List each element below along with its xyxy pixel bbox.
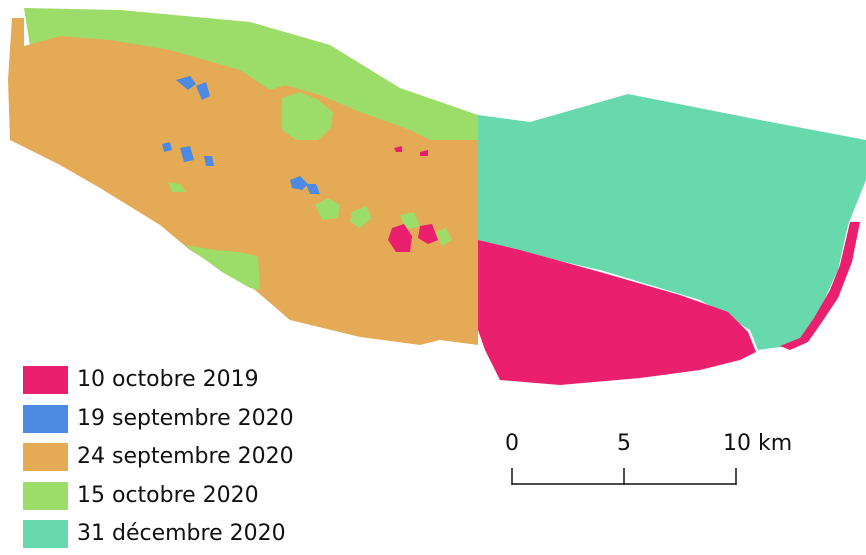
zone-19-septembre-2020-patch bbox=[162, 142, 172, 152]
legend-swatch bbox=[23, 443, 68, 471]
scale-label-0: 0 bbox=[505, 431, 519, 456]
legend-label: 31 décembre 2020 bbox=[77, 521, 286, 546]
scale-bar: 0 5 10 km bbox=[505, 431, 792, 485]
zone-10-octobre-2019-east-strip bbox=[780, 222, 860, 350]
legend-label: 15 octobre 2020 bbox=[77, 482, 259, 508]
scale-label-10-km: 10 km bbox=[723, 431, 792, 456]
legend-label: 19 septembre 2020 bbox=[77, 405, 294, 431]
zone-19-septembre-2020-patch bbox=[196, 82, 210, 100]
zone-15-octobre-2020-patch bbox=[315, 198, 340, 220]
zone-19-septembre-2020-patch bbox=[180, 146, 194, 162]
zone-10-octobre-2019-patch bbox=[420, 150, 428, 156]
zone-19-septembre-2020-patch bbox=[290, 176, 308, 190]
scale-label-5: 5 bbox=[617, 431, 631, 456]
zone-19-septembre-2020-patch bbox=[306, 184, 320, 194]
zone-19-septembre-2020-patch bbox=[176, 76, 196, 90]
legend-swatch bbox=[23, 481, 68, 510]
zone-10-octobre-2019-patch bbox=[418, 224, 438, 244]
zone-24-septembre-2020 bbox=[8, 18, 478, 345]
zone-15-octobre-2020-patch bbox=[168, 182, 186, 192]
legend-swatch bbox=[23, 520, 68, 548]
legend-swatch bbox=[23, 366, 68, 394]
zone-31-decembre-2020 bbox=[478, 94, 866, 350]
zone-10-octobre-2019-patch bbox=[388, 224, 412, 252]
zone-15-octobre-2020-patch bbox=[282, 92, 333, 140]
zone-15-octobre-2020-patch bbox=[350, 206, 372, 228]
legend-label: 24 septembre 2020 bbox=[77, 444, 294, 469]
legend-label: 10 octobre 2019 bbox=[77, 367, 259, 392]
zone-19-septembre-2020-patch bbox=[204, 156, 214, 166]
zone-15-octobre-2020-southwest-band bbox=[185, 245, 260, 290]
zone-15-octobre-2020-patch bbox=[436, 228, 452, 246]
zone-10-octobre-2019-southeast bbox=[478, 240, 756, 385]
legend-swatch bbox=[23, 404, 68, 433]
zone-10-octobre-2019-patch bbox=[394, 146, 402, 152]
